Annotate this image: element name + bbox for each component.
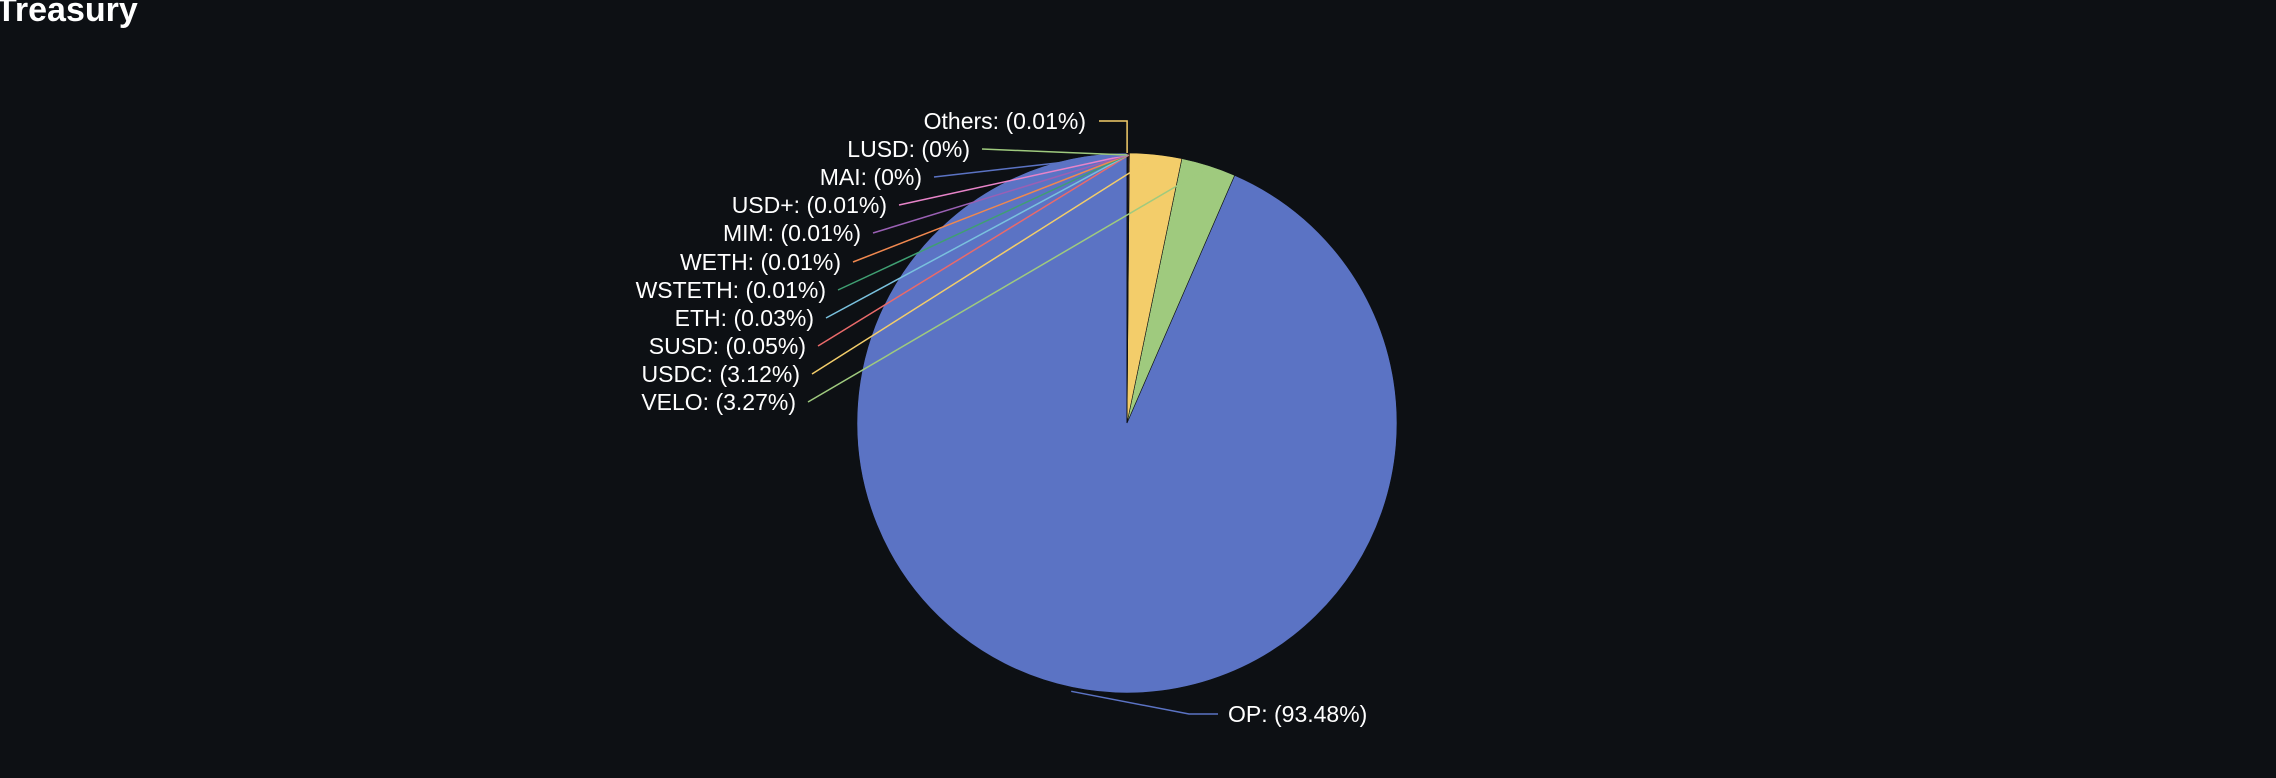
- slice-label-eth: ETH: (0.03%): [675, 305, 814, 331]
- leader-line-others: [1099, 120, 1128, 153]
- pie-slices: [856, 152, 1398, 694]
- label-leader-lines: [807, 120, 1218, 715]
- leader-line-mim: [872, 154, 1128, 234]
- leader-line-velo: [807, 166, 1209, 403]
- slice-label-weth: WETH: (0.01%): [680, 249, 841, 275]
- leader-line-susd: [817, 154, 1130, 347]
- leader-line-usd-plus: [898, 154, 1128, 206]
- leader-line-op: [1071, 690, 1218, 715]
- leader-line-usdc: [811, 155, 1156, 375]
- slice-label-wsteth: WSTETH: (0.01%): [636, 277, 826, 303]
- slice-label-op: OP: (93.48%): [1228, 701, 1367, 727]
- slice-label-mim: MIM: (0.01%): [723, 220, 861, 246]
- slice-label-usd-plus: USD+: (0.01%): [732, 192, 887, 218]
- slice-label-others: Others: (0.01%): [924, 108, 1086, 134]
- slice-labels: OP: (93.48%) VELO: (3.27%)USDC: (3.12%)SU…: [636, 108, 1368, 727]
- leader-line-mai: [933, 154, 1128, 178]
- slice-label-usdc: USDC: (3.12%): [642, 361, 800, 387]
- leader-line-weth: [852, 154, 1128, 263]
- leader-line-lusd: [981, 148, 1128, 156]
- slice-label-lusd: LUSD: (0%): [847, 136, 970, 162]
- leader-line-eth: [825, 154, 1129, 319]
- leader-line-wsteth: [837, 154, 1129, 291]
- slice-label-mai: MAI: (0%): [820, 164, 922, 190]
- page-title: Treasury: [0, 0, 138, 29]
- slice-label-velo: VELO: (3.27%): [641, 389, 796, 415]
- slice-label-susd: SUSD: (0.05%): [649, 333, 806, 359]
